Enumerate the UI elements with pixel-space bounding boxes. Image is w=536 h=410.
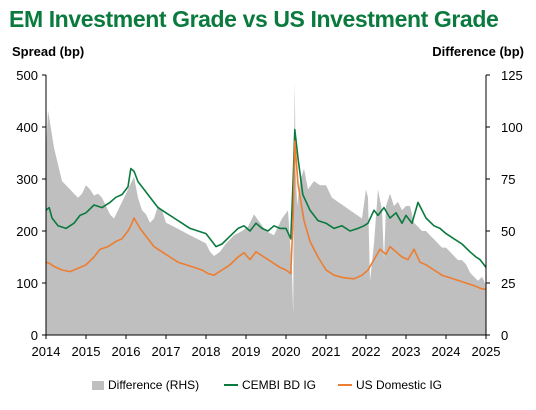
x-tick-label: 2024 <box>432 344 461 359</box>
legend-swatch-us-ig <box>338 384 352 386</box>
x-tick-label: 2014 <box>32 344 61 359</box>
series-line-us-domestic-ig <box>45 140 486 291</box>
legend-label-us-ig: US Domestic IG <box>356 378 443 392</box>
right-axis-title: Difference (bp) <box>432 44 524 59</box>
left-axis-title: Spread (bp) <box>12 44 85 59</box>
left-tick-label: 400 <box>16 120 38 135</box>
x-tick-label: 2020 <box>272 344 301 359</box>
series-area-difference <box>46 81 486 335</box>
legend-item-difference: Difference (RHS) <box>92 378 199 392</box>
chart-title: EM Investment Grade vs US Investment Gra… <box>9 6 499 32</box>
difference-area-layer <box>46 81 486 335</box>
x-tick-label: 2015 <box>72 344 101 359</box>
right-tick-label: 25 <box>501 276 515 291</box>
legend-label-cembi: CEMBI BD IG <box>242 378 317 392</box>
right-tick-label: 100 <box>501 120 523 135</box>
chart-legend: Difference (RHS) CEMBI BD IG US Domestic… <box>0 376 536 396</box>
x-tick-label: 2016 <box>112 344 141 359</box>
x-tick-label: 2023 <box>392 344 421 359</box>
x-tick-label: 2025 <box>472 344 501 359</box>
spread-lines-layer <box>45 128 487 291</box>
legend-swatch-cembi <box>224 384 238 386</box>
series-line-cembi-bd-ig <box>45 128 487 268</box>
legend-item-us-ig: US Domestic IG <box>338 378 442 392</box>
right-tick-label: 75 <box>501 172 515 187</box>
right-tick-label: 0 <box>501 328 508 343</box>
chart-canvas: 0 100 200 300 400 500 0 25 50 75 100 125 2014 2015 201… <box>16 68 522 359</box>
legend-swatch-difference <box>92 380 104 390</box>
left-tick-label: 500 <box>16 68 38 83</box>
x-tick-label: 2019 <box>232 344 261 359</box>
x-tick-label: 2018 <box>192 344 221 359</box>
x-tick-label: 2021 <box>312 344 341 359</box>
left-tick-label: 100 <box>16 276 38 291</box>
axes-layer: 0 100 200 300 400 500 0 25 50 75 100 125 2014 2015 201… <box>16 68 522 359</box>
right-tick-label: 50 <box>501 224 515 239</box>
x-tick-label: 2017 <box>152 344 181 359</box>
right-tick-label: 125 <box>501 68 523 83</box>
left-tick-label: 0 <box>31 328 38 343</box>
left-tick-label: 300 <box>16 172 38 187</box>
legend-label-difference: Difference (RHS) <box>108 378 200 392</box>
left-tick-label: 200 <box>16 224 38 239</box>
legend-item-cembi: CEMBI BD IG <box>224 378 316 392</box>
x-tick-label: 2022 <box>352 344 381 359</box>
